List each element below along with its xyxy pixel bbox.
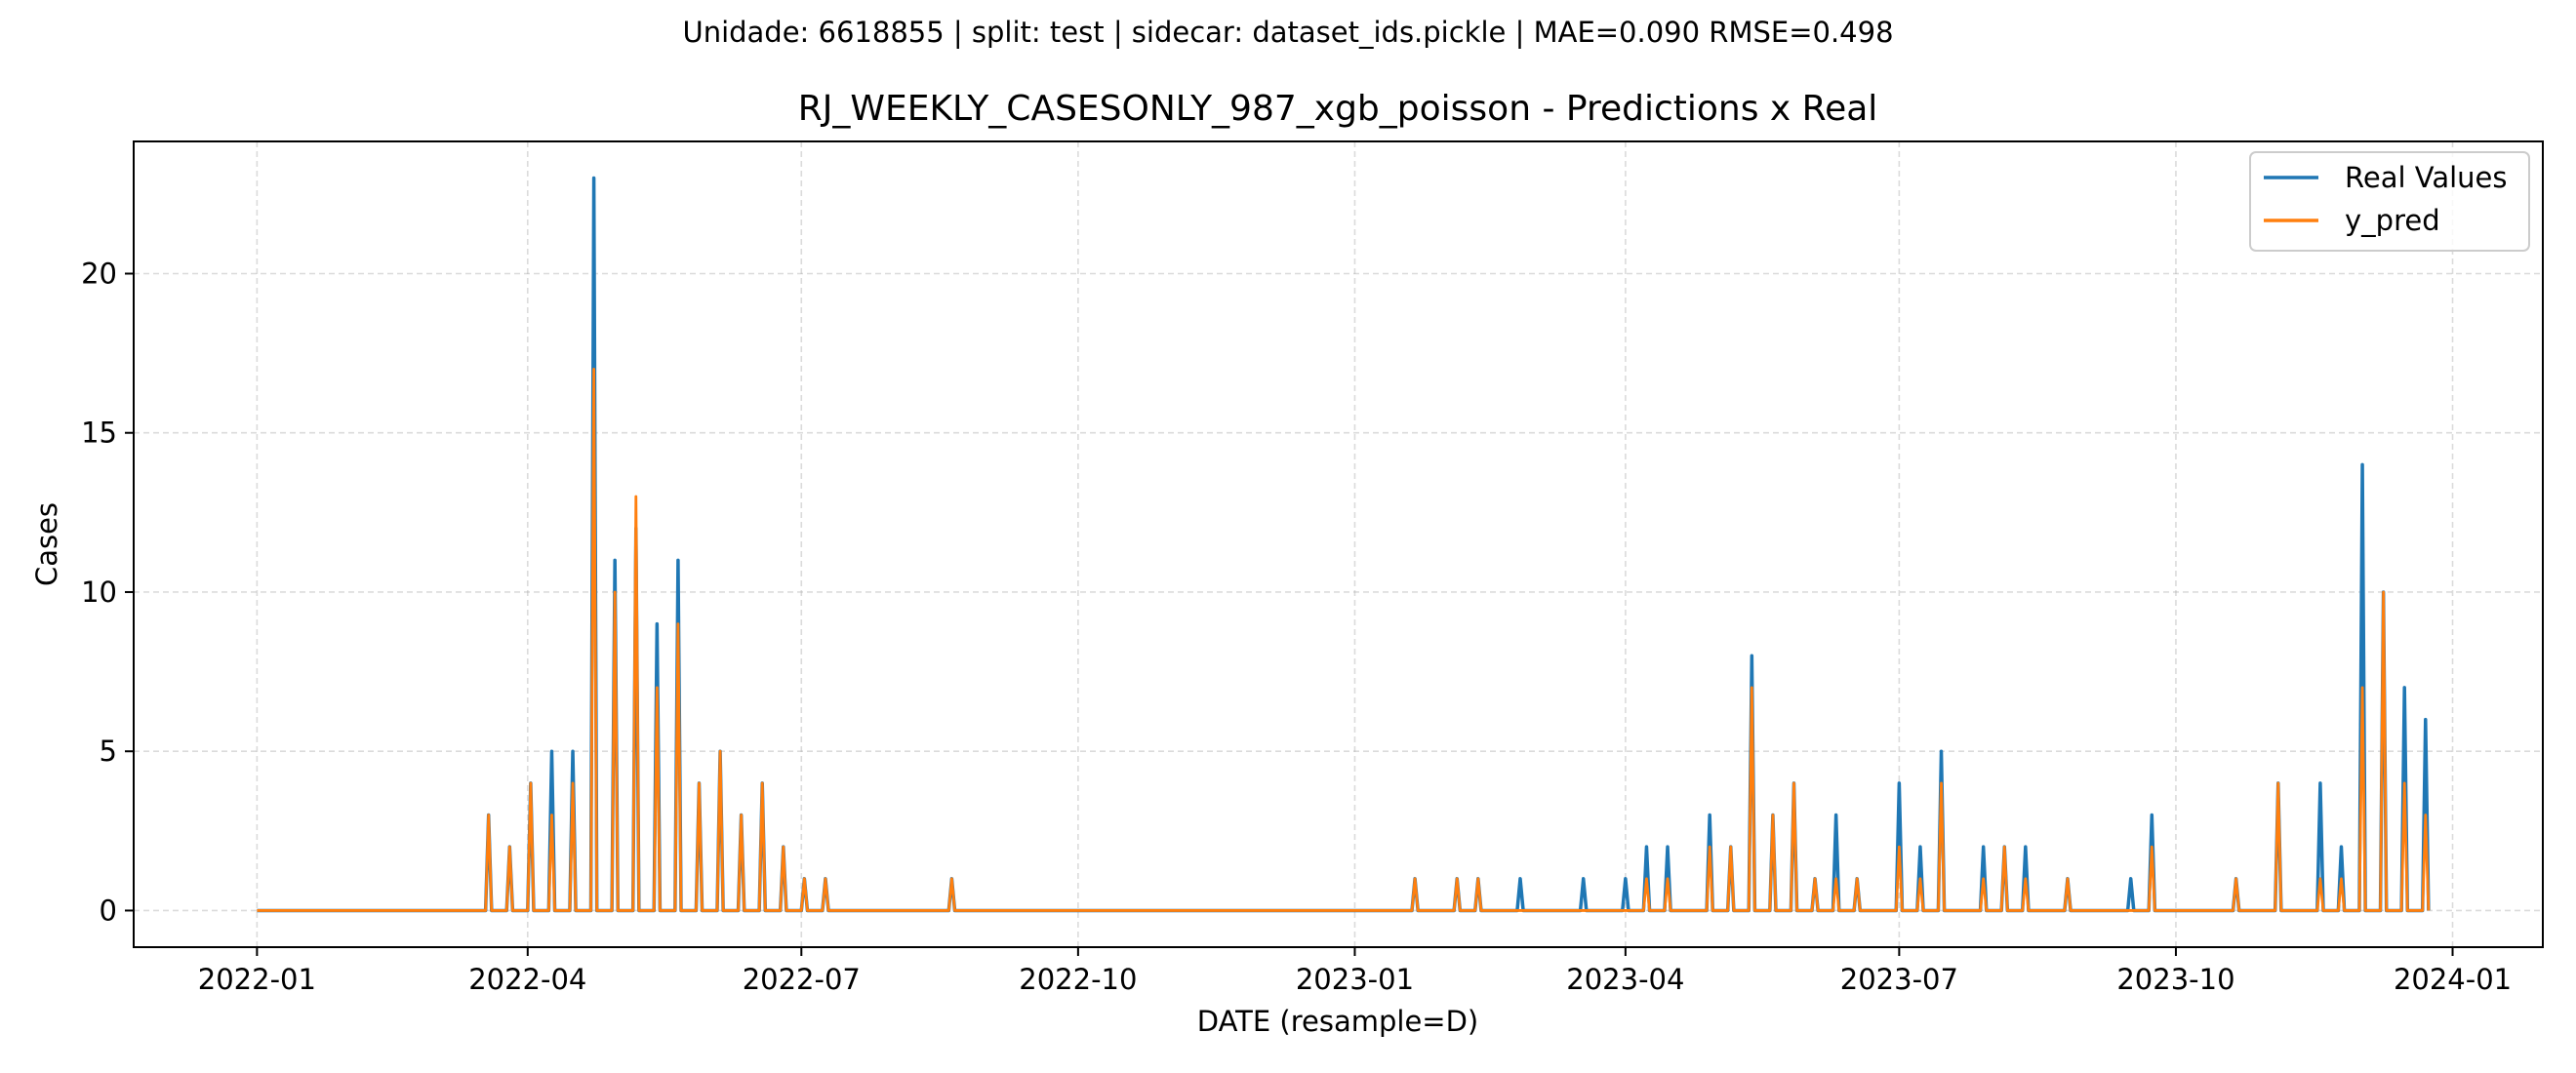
x-tick-label: 2024-01: [2394, 963, 2512, 996]
x-axis-ticks: 2022-01 2022-04 2022-07 2022-10 2023-01 2023-…: [198, 947, 2512, 996]
chart-title: RJ_WEEKLY_CASESONLY_987_xgb_poisson - Pr…: [798, 89, 1878, 129]
x-tick-label: 2022-07: [743, 963, 861, 996]
plot-lines: [257, 176, 2431, 913]
y-tick-label: 5: [100, 735, 117, 768]
suptitle: Unidade: 6618855 | split: test | sidecar…: [682, 16, 1893, 49]
legend: Real Values y_pred: [2249, 151, 2530, 252]
x-axis-label: DATE (resample=D): [1197, 1005, 1479, 1038]
legend-label-pred: y_pred: [2345, 204, 2440, 237]
y-axis-ticks: 0 5 10 15 20: [81, 257, 134, 927]
y-tick-label: 0: [100, 894, 117, 927]
x-tick-label: 2022-01: [198, 963, 316, 996]
y-axis-label: Cases: [30, 502, 63, 586]
series-line-y-pred: [257, 368, 2431, 912]
y-tick-label: 15: [81, 417, 117, 450]
x-tick-label: 2022-10: [1019, 963, 1137, 996]
y-tick-label: 20: [81, 257, 117, 290]
plot-frame: [133, 140, 2544, 948]
x-tick-label: 2023-10: [2116, 963, 2234, 996]
x-tick-label: 2023-07: [1840, 963, 1958, 996]
legend-label-real: Real Values: [2345, 161, 2507, 194]
x-tick-label: 2023-04: [1566, 963, 1684, 996]
x-tick-label: 2022-04: [468, 963, 586, 996]
legend-box: [2249, 151, 2530, 252]
y-tick-label: 10: [81, 576, 117, 609]
x-tick-label: 2023-01: [1296, 963, 1414, 996]
